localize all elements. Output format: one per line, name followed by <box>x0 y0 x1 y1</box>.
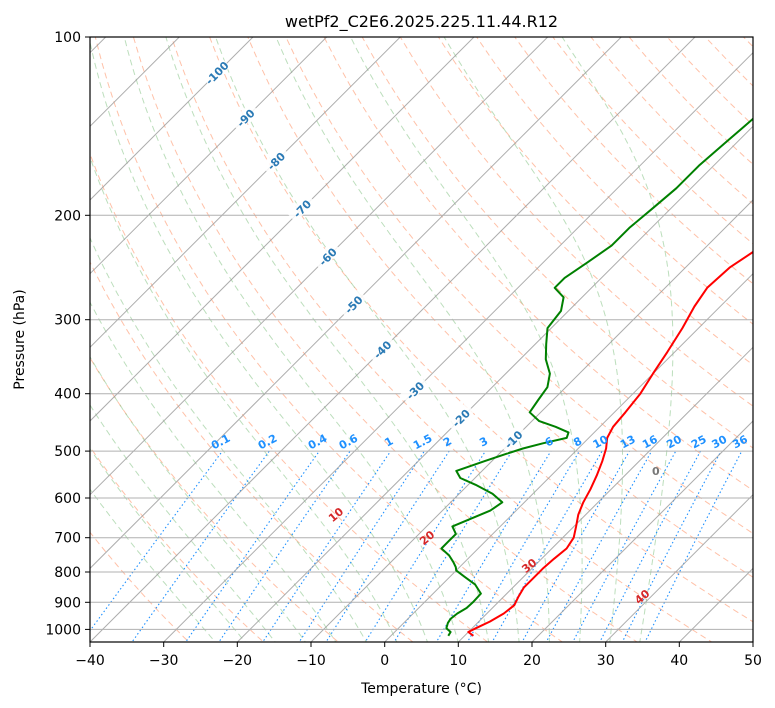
isotherm-label-bg <box>338 289 368 319</box>
isotherm-line <box>383 272 753 642</box>
y-tick-label: 700 <box>54 531 81 547</box>
x-tick-label: 30 <box>597 653 615 669</box>
isotherm-label-bg <box>497 423 527 453</box>
isotherm-line <box>90 37 402 349</box>
y-tick-label: 1000 <box>45 622 81 638</box>
dry-adiabat <box>285 37 753 535</box>
sounding-profiles <box>440 117 753 637</box>
axes: −40 −30 −20 −10 0 10 20 30 40 5010009008007006005… <box>45 30 762 669</box>
moist-adiabat-label: 0 <box>652 465 660 478</box>
moist-adiabat <box>350 37 583 642</box>
isotherm-line <box>90 37 181 128</box>
isotherm-label-bg <box>366 334 396 364</box>
x-tick-label: 50 <box>744 653 762 669</box>
dry-adiabat <box>247 37 753 578</box>
isotherm-line <box>90 37 623 570</box>
dry-adiabat <box>323 37 753 491</box>
moist-adiabat <box>275 37 550 642</box>
dry-adiabat <box>361 37 753 449</box>
moist-adiabat <box>90 355 307 642</box>
y-axis-label: Pressure (hPa) <box>12 289 28 389</box>
y-tick-label: 500 <box>54 444 81 460</box>
dewpoint-profile <box>440 117 753 637</box>
isotherm-label-bg <box>286 193 316 223</box>
isotherm-line <box>90 37 549 496</box>
dry-adiabat <box>132 37 638 642</box>
isotherm-line <box>90 37 254 201</box>
y-tick-label: 600 <box>54 491 81 507</box>
isotherm-line <box>457 346 753 642</box>
mixing-ratio-label: 16 <box>640 433 660 452</box>
dry-adiabat <box>209 37 753 623</box>
mixing-ratio-label: 10 <box>591 433 611 452</box>
moist-adiabat <box>561 37 674 642</box>
dry-adiabat <box>90 152 489 642</box>
x-tick-label: −20 <box>223 653 253 669</box>
mixing-ratio-label: 30 <box>710 433 730 452</box>
mixing-ratio-label: 13 <box>618 433 638 452</box>
moist-adiabat <box>443 37 623 642</box>
y-tick-label: 900 <box>54 595 81 611</box>
x-axis-label: Temperature (°C) <box>360 681 482 697</box>
background-line-labels: 0.10.20.40.611.52346810131620253036-100-… <box>201 57 750 607</box>
isotherm-line <box>90 37 475 422</box>
dry-adiabat <box>476 37 753 325</box>
isotherm-label-bg <box>201 57 231 87</box>
isotherm-line <box>90 37 696 642</box>
dry-adiabat <box>90 356 339 642</box>
y-tick-label: 400 <box>54 387 81 403</box>
chart-title: wetPf2_C2E6.2025.225.11.44.R12 <box>285 12 558 32</box>
y-tick-label: 800 <box>54 565 81 581</box>
x-tick-label: 0 <box>380 653 389 669</box>
dry-adiabat <box>90 260 414 642</box>
moist-adiabat <box>215 37 520 642</box>
y-tick-label: 300 <box>54 313 81 329</box>
isotherm-label-bg <box>230 102 260 132</box>
x-tick-label: −10 <box>296 653 326 669</box>
mixing-ratio-label: 20 <box>664 433 684 452</box>
plot-frame <box>89 36 754 643</box>
mixing-ratio-label: 36 <box>730 433 750 452</box>
dry-adiabat <box>90 446 265 642</box>
isotherm-line <box>162 51 753 642</box>
temperature-profile <box>467 250 753 637</box>
x-tick-label: 40 <box>670 653 688 669</box>
moist-adiabat <box>90 301 337 642</box>
pressure-gridlines <box>90 37 753 630</box>
isotherm-label-bg <box>445 402 475 432</box>
dry-adiabat <box>94 37 564 642</box>
dry-adiabat <box>170 37 713 642</box>
dry-adiabat <box>514 37 753 285</box>
y-tick-label: 200 <box>54 208 81 224</box>
dry-adiabat <box>90 531 190 642</box>
x-tick-label: −30 <box>149 653 179 669</box>
x-tick-label: 10 <box>449 653 467 669</box>
x-tick-label: 20 <box>523 653 541 669</box>
x-tick-label: −40 <box>75 653 105 669</box>
isotherm-line <box>310 199 753 642</box>
isotherm-label-bg <box>312 241 342 271</box>
isotherm-label-bg <box>399 374 429 404</box>
isotherm-line <box>531 420 753 642</box>
isotherm-label-bg <box>260 145 290 175</box>
isotherm-line <box>604 493 753 642</box>
y-tick-label: 100 <box>54 30 81 46</box>
mixing-ratio-label: 25 <box>689 433 709 452</box>
